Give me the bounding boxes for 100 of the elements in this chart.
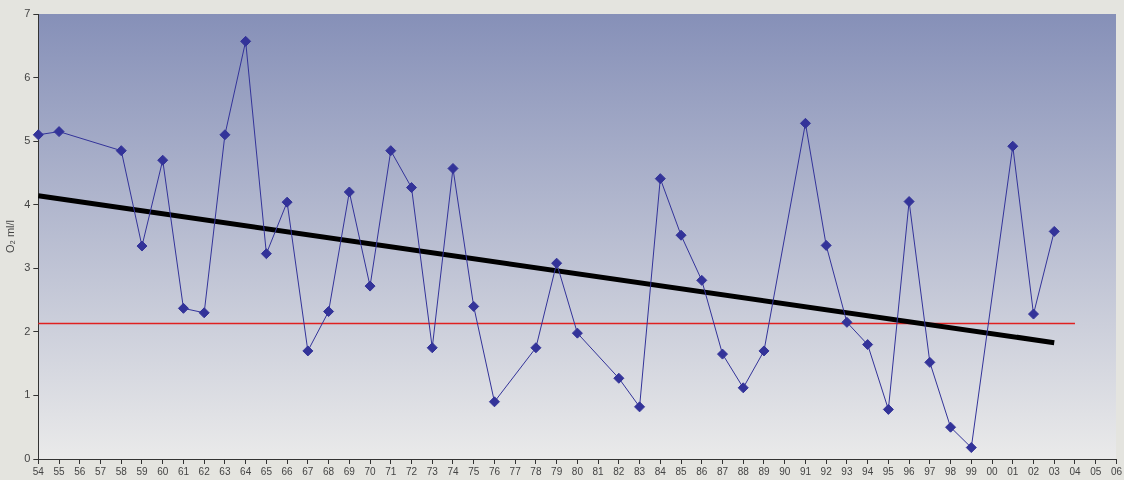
- point: [136, 240, 148, 252]
- point: [219, 129, 231, 141]
- point: [737, 382, 749, 394]
- x-tick-label: 70: [364, 465, 377, 477]
- x-tick-label: 66: [281, 465, 294, 477]
- x-tick-label: 87: [716, 465, 729, 477]
- x-tick-label: 02: [1027, 465, 1040, 477]
- point: [323, 306, 335, 318]
- point: [841, 316, 853, 328]
- x-tick-label: 92: [820, 465, 833, 477]
- point: [717, 348, 729, 360]
- point: [240, 35, 252, 47]
- point: [1048, 225, 1060, 237]
- point: [53, 126, 65, 138]
- y-axis-title: O₂ ml/l: [3, 220, 16, 253]
- point: [302, 345, 314, 357]
- x-tick-label: 73: [426, 465, 439, 477]
- x-tick-label: 77: [509, 465, 522, 477]
- point: [385, 145, 397, 157]
- x-tick-label: 71: [385, 465, 397, 477]
- x-tick-label: 54: [32, 465, 45, 477]
- point: [613, 372, 625, 384]
- point: [343, 186, 355, 198]
- x-tick-label: 68: [323, 465, 335, 477]
- point: [198, 307, 210, 319]
- x-tick-label: 99: [965, 465, 978, 477]
- point: [924, 356, 936, 368]
- point: [799, 117, 811, 129]
- y-tick-label: 2: [24, 324, 31, 337]
- x-tick-label: 81: [592, 465, 605, 477]
- point: [862, 339, 874, 351]
- x-tick-label: 94: [862, 465, 874, 477]
- x-tick-label: 75: [468, 465, 480, 477]
- point: [654, 173, 666, 185]
- x-tick-label: 89: [758, 465, 770, 477]
- x-tick-label: 00: [986, 465, 999, 477]
- point: [1028, 308, 1040, 320]
- x-tick-label: 78: [530, 465, 542, 477]
- x-tick-label: 82: [613, 465, 625, 477]
- y-tick-label: 5: [24, 134, 31, 147]
- point: [177, 302, 189, 314]
- x-tick-label: 64: [240, 465, 252, 477]
- x-tick-label: 62: [198, 465, 211, 477]
- point: [820, 239, 832, 251]
- point: [758, 345, 770, 357]
- point: [551, 257, 563, 269]
- y-tick-label: 7: [24, 7, 31, 20]
- point: [945, 421, 957, 433]
- point: [157, 154, 169, 166]
- x-tick-label: 06: [1110, 465, 1123, 477]
- point: [281, 196, 293, 208]
- x-tick-label: 97: [924, 465, 936, 477]
- x-tick-label: 93: [841, 465, 853, 477]
- point: [468, 300, 480, 312]
- x-tick-label: 95: [882, 465, 895, 477]
- x-tick-label: 57: [94, 465, 107, 477]
- x-tick-label: 90: [779, 465, 791, 477]
- x-tick-label: 76: [488, 465, 501, 477]
- x-tick-label: 69: [343, 465, 356, 477]
- point: [530, 342, 542, 354]
- point: [364, 280, 376, 292]
- x-tick-label: 80: [571, 465, 584, 477]
- point: [115, 145, 127, 157]
- x-tick-label: 60: [157, 465, 169, 477]
- x-tick-label: 79: [551, 465, 563, 477]
- y-tick-label: 6: [24, 70, 31, 83]
- point: [32, 129, 44, 141]
- point: [634, 401, 646, 413]
- y-tick-label: 0: [24, 452, 31, 465]
- y-tick-label: 3: [24, 261, 31, 274]
- y-tick-label: 4: [24, 197, 31, 210]
- point: [406, 182, 418, 194]
- point: [426, 342, 438, 354]
- x-tick-label: 61: [177, 465, 190, 477]
- x-tick-label: 55: [53, 465, 66, 477]
- x-tick-label: 98: [945, 465, 957, 477]
- x-tick-label: 01: [1007, 465, 1019, 477]
- x-tick-label: 83: [634, 465, 646, 477]
- x-tick-label: 56: [74, 465, 86, 477]
- point: [882, 403, 894, 415]
- x-tick-label: 03: [1048, 465, 1061, 477]
- point: [1007, 140, 1019, 152]
- x-tick-label: 63: [219, 465, 231, 477]
- x-tick-label: 58: [115, 465, 128, 477]
- x-tick-label: 72: [405, 465, 418, 477]
- point: [965, 442, 977, 454]
- point: [903, 196, 915, 208]
- x-tick-label: 88: [737, 465, 750, 477]
- point: [260, 248, 272, 260]
- point: [696, 274, 708, 286]
- point: [447, 162, 459, 174]
- x-tick-label: 59: [136, 465, 148, 477]
- y-tick-label: 1: [24, 388, 31, 401]
- x-tick-label: 96: [903, 465, 916, 477]
- x-tick-label: 74: [447, 465, 459, 477]
- x-tick-label: 84: [654, 465, 667, 477]
- point: [571, 327, 583, 339]
- x-tick-label: 65: [260, 465, 273, 477]
- point: [675, 229, 687, 241]
- point: [488, 396, 500, 408]
